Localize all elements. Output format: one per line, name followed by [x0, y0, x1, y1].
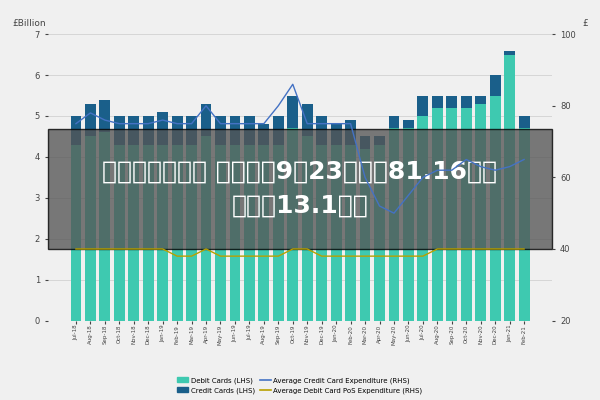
Bar: [200, 136, 211, 320]
Bar: [403, 120, 414, 128]
Bar: [302, 136, 313, 320]
Text: 股票杠杆保证金 先声药业9月23日斥资81.16万港
元回购13.1万股: 股票杠杆保证金 先声药业9月23日斥资81.16万港 元回购13.1万股: [103, 160, 497, 218]
Bar: [143, 116, 154, 145]
Bar: [518, 128, 530, 320]
Bar: [302, 104, 313, 136]
Bar: [172, 145, 182, 320]
Bar: [128, 116, 139, 145]
Bar: [475, 96, 486, 104]
Bar: [345, 145, 356, 320]
Bar: [273, 145, 284, 320]
Bar: [504, 55, 515, 320]
Bar: [71, 145, 82, 320]
Bar: [316, 116, 327, 145]
Bar: [100, 132, 110, 320]
Bar: [331, 124, 341, 145]
Bar: [461, 96, 472, 108]
Bar: [518, 116, 530, 128]
Bar: [403, 128, 414, 320]
Bar: [244, 116, 255, 145]
Bar: [114, 116, 125, 145]
FancyBboxPatch shape: [47, 129, 553, 249]
Bar: [432, 108, 443, 320]
Bar: [418, 96, 428, 116]
Bar: [157, 145, 168, 320]
Bar: [100, 100, 110, 132]
Bar: [374, 136, 385, 145]
Legend: Debit Cards (LHS), Credit Cards (LHS), Average Credit Card Expenditure (RHS), Av: Debit Cards (LHS), Credit Cards (LHS), A…: [175, 374, 425, 396]
Bar: [389, 116, 400, 128]
Bar: [331, 145, 341, 320]
Bar: [316, 145, 327, 320]
Bar: [345, 120, 356, 145]
Bar: [244, 145, 255, 320]
Bar: [186, 145, 197, 320]
Bar: [287, 128, 298, 320]
Bar: [273, 116, 284, 145]
Bar: [374, 145, 385, 320]
Bar: [287, 96, 298, 128]
Bar: [157, 112, 168, 145]
Bar: [230, 145, 241, 320]
Bar: [85, 136, 96, 320]
Bar: [215, 116, 226, 145]
Bar: [259, 145, 269, 320]
Bar: [230, 116, 241, 145]
Text: £Billion: £Billion: [12, 20, 46, 28]
Bar: [461, 108, 472, 320]
Bar: [432, 96, 443, 108]
Bar: [475, 104, 486, 320]
Bar: [446, 96, 457, 108]
Bar: [186, 116, 197, 145]
Bar: [446, 108, 457, 320]
Bar: [215, 145, 226, 320]
Bar: [259, 124, 269, 145]
Bar: [172, 116, 182, 145]
Bar: [490, 75, 500, 96]
Text: £: £: [582, 20, 588, 28]
Bar: [359, 136, 370, 149]
Bar: [71, 116, 82, 145]
Bar: [418, 116, 428, 320]
Bar: [143, 145, 154, 320]
Bar: [504, 50, 515, 55]
Bar: [114, 145, 125, 320]
Bar: [359, 149, 370, 320]
Bar: [490, 96, 500, 320]
Bar: [128, 145, 139, 320]
Bar: [389, 128, 400, 320]
Bar: [85, 104, 96, 136]
Bar: [200, 104, 211, 136]
